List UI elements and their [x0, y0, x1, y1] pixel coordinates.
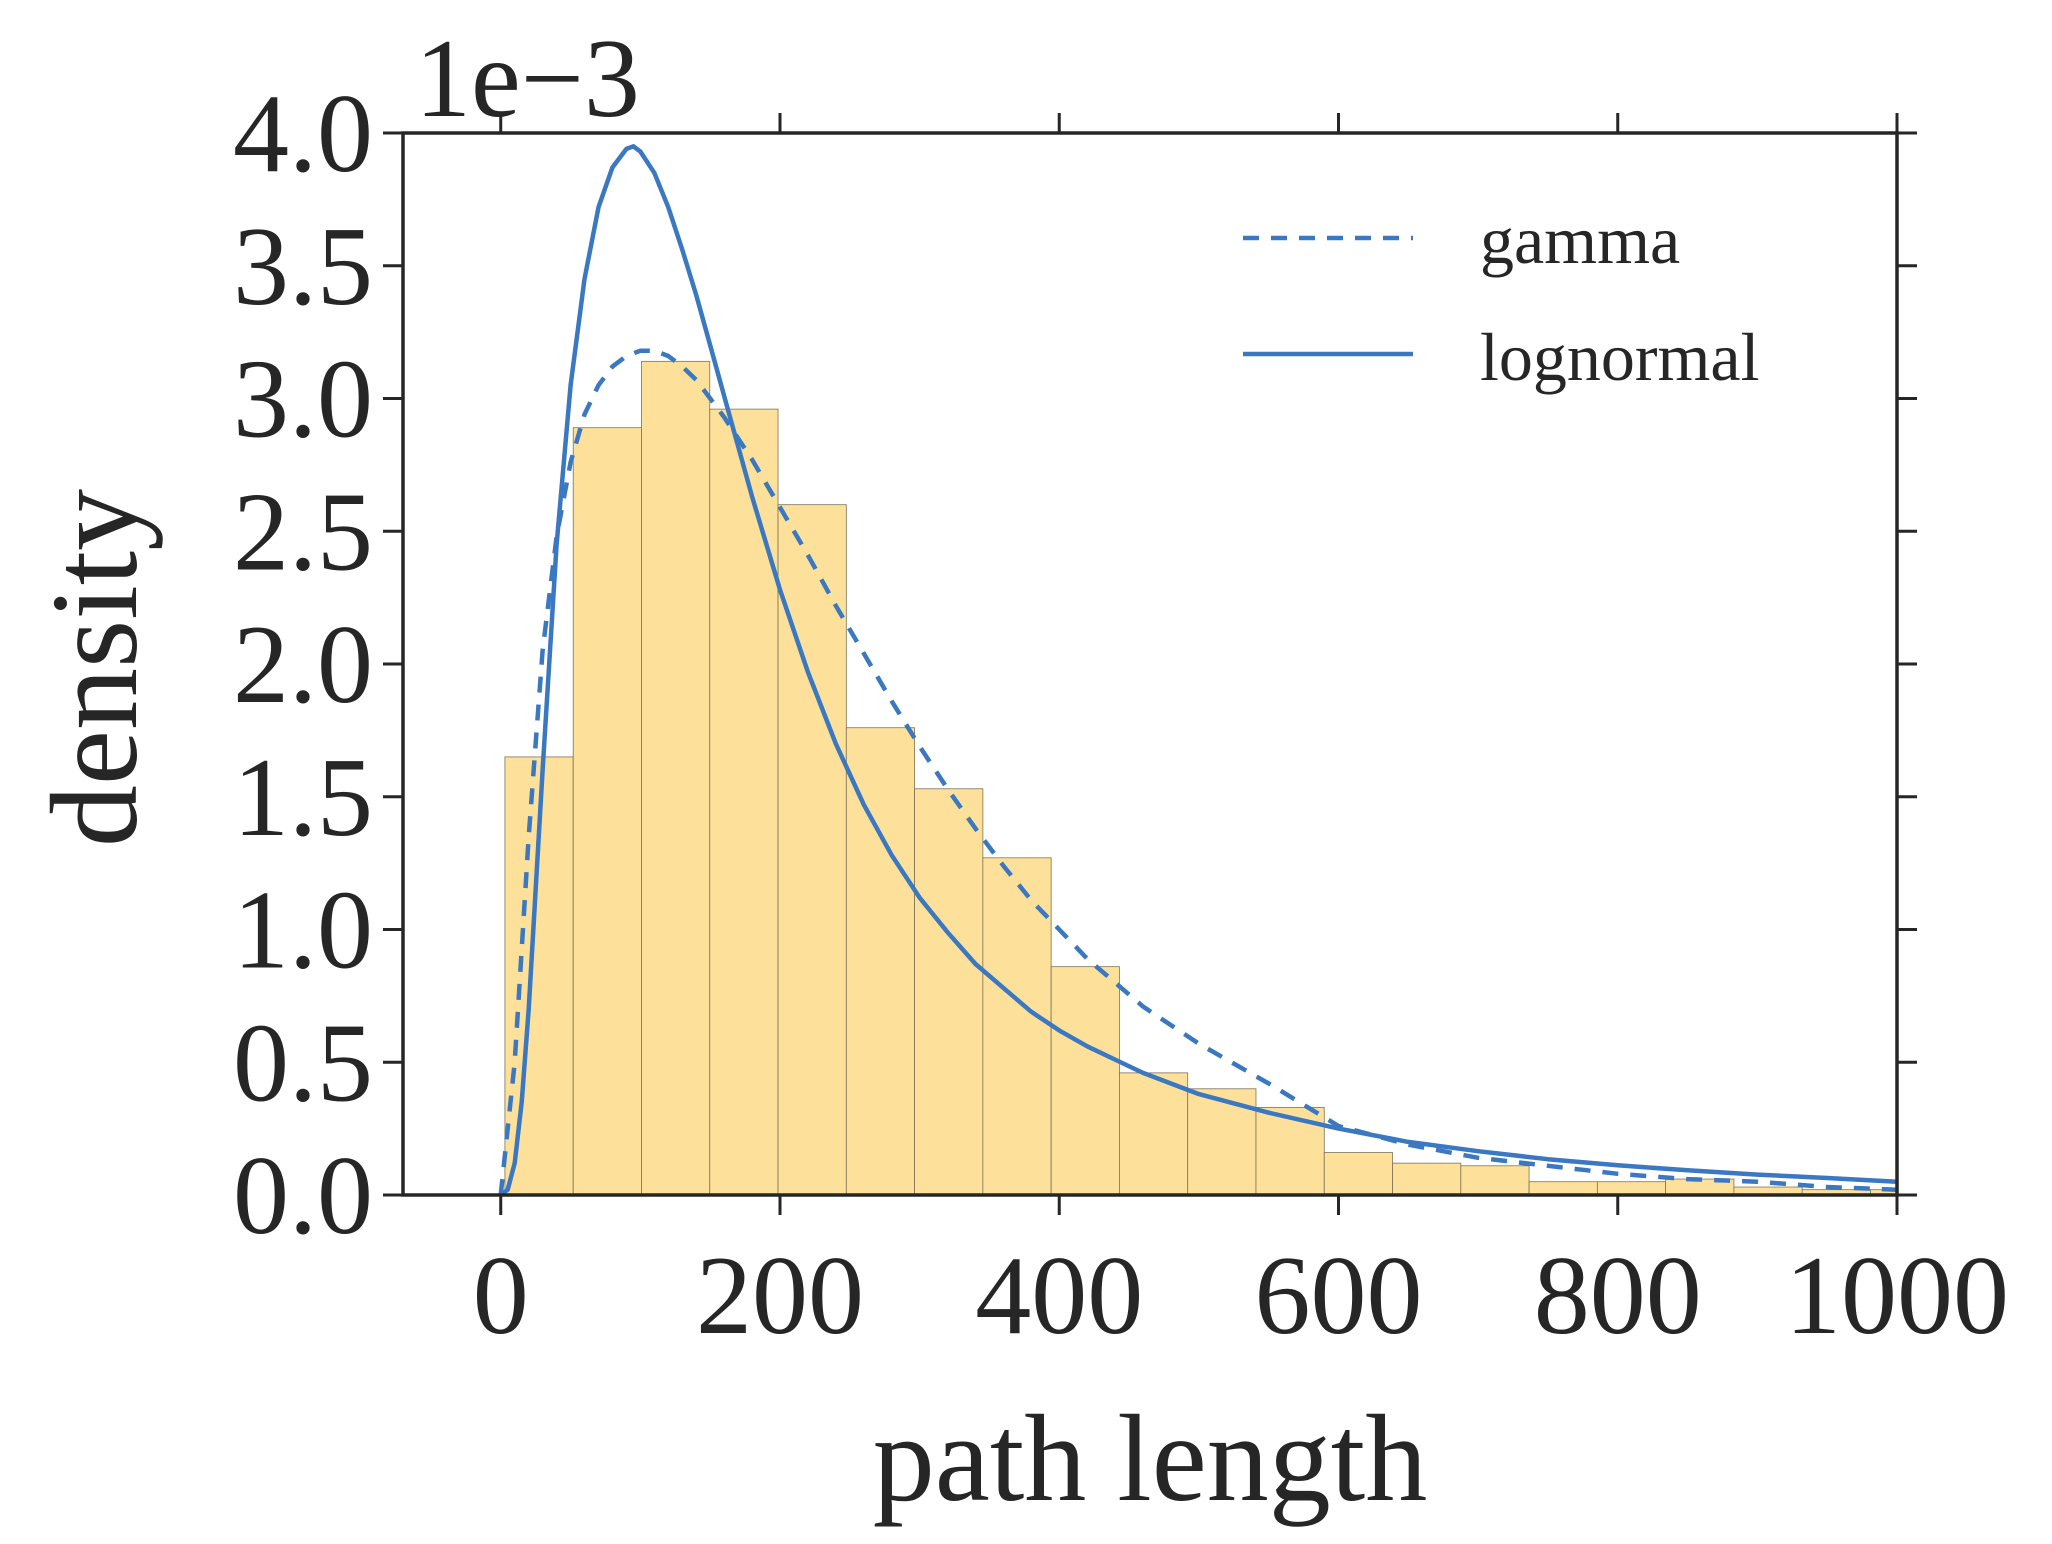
y-tick-label: 0.5: [233, 1001, 373, 1125]
fit-curves: [498, 144, 1898, 1197]
histogram-bar: [1119, 1072, 1189, 1196]
histogram-bar: [1528, 1181, 1598, 1196]
y-offset-label: 1e−3: [415, 17, 640, 141]
x-tick-label: 400: [975, 1234, 1143, 1358]
histogram-bar: [572, 427, 642, 1196]
y-tick-label: 3.5: [233, 205, 373, 329]
x-axis-label: path length: [873, 1390, 1427, 1527]
ticks: 0 200 400 600 800 1000 0.00.51.01.52.02.53.03.…: [233, 72, 2009, 1358]
y-tick-label: 2.5: [233, 470, 373, 594]
x-tick-label: 1000: [1785, 1234, 2009, 1358]
y-tick-label: 4.0: [233, 72, 373, 196]
histogram-bar: [1050, 966, 1120, 1196]
legend: gamma lognormal: [1243, 202, 1760, 395]
y-tick-label: 1.0: [233, 869, 373, 993]
histogram-bar: [914, 788, 984, 1196]
histogram-bar: [1323, 1152, 1393, 1196]
x-tick-label: 200: [696, 1234, 864, 1358]
legend-lognormal-label: lognormal: [1480, 319, 1760, 395]
y-axis-label: density: [26, 489, 163, 847]
histogram-bar: [709, 408, 779, 1196]
histogram-bars: [504, 360, 1898, 1196]
histogram-bar: [982, 857, 1052, 1196]
histogram-bar: [845, 727, 915, 1196]
histogram-bar: [1392, 1162, 1462, 1196]
x-tick-label: 0: [473, 1234, 529, 1358]
histogram-bar: [1460, 1165, 1530, 1196]
y-tick-label: 3.0: [233, 338, 373, 462]
x-tick-label: 800: [1534, 1234, 1702, 1358]
legend-gamma-label: gamma: [1480, 202, 1680, 278]
y-tick-label: 0.0: [233, 1134, 373, 1258]
histogram-bar: [1255, 1106, 1325, 1196]
histogram-bar: [1596, 1181, 1667, 1196]
y-tick-label: 1.5: [233, 736, 373, 860]
curve-lognormal: [499, 144, 1898, 1197]
y-tick-label: 2.0: [233, 603, 373, 727]
x-tick-label: 600: [1254, 1234, 1422, 1358]
histogram-bar: [641, 360, 711, 1196]
